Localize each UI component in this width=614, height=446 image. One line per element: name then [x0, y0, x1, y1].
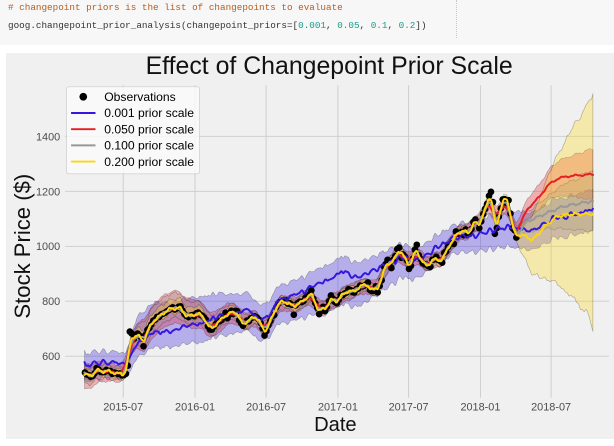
svg-text:2017-07: 2017-07 [388, 401, 428, 413]
svg-text:Effect of Changepoint Prior Sc: Effect of Changepoint Prior Scale [145, 53, 512, 80]
svg-text:0.200 prior scale: 0.200 prior scale [104, 154, 194, 168]
svg-text:2018-07: 2018-07 [531, 401, 571, 413]
svg-text:0.100 prior scale: 0.100 prior scale [104, 138, 194, 152]
svg-text:2017-01: 2017-01 [317, 401, 357, 413]
svg-text:800: 800 [42, 296, 60, 308]
svg-text:2018-01: 2018-01 [460, 401, 500, 413]
svg-text:1400: 1400 [36, 131, 60, 143]
svg-text:2015-07: 2015-07 [103, 401, 143, 413]
svg-text:2016-07: 2016-07 [246, 401, 286, 413]
svg-text:1200: 1200 [36, 186, 60, 198]
svg-text:Stock Price ($): Stock Price ($) [9, 173, 34, 318]
svg-text:0.001 prior scale: 0.001 prior scale [104, 106, 194, 120]
svg-text:600: 600 [42, 351, 60, 363]
svg-text:0.050 prior scale: 0.050 prior scale [104, 122, 194, 136]
svg-text:2016-01: 2016-01 [175, 401, 215, 413]
svg-text:1000: 1000 [36, 241, 60, 253]
svg-text:Date: Date [314, 413, 357, 435]
svg-text:Observations: Observations [104, 90, 176, 104]
